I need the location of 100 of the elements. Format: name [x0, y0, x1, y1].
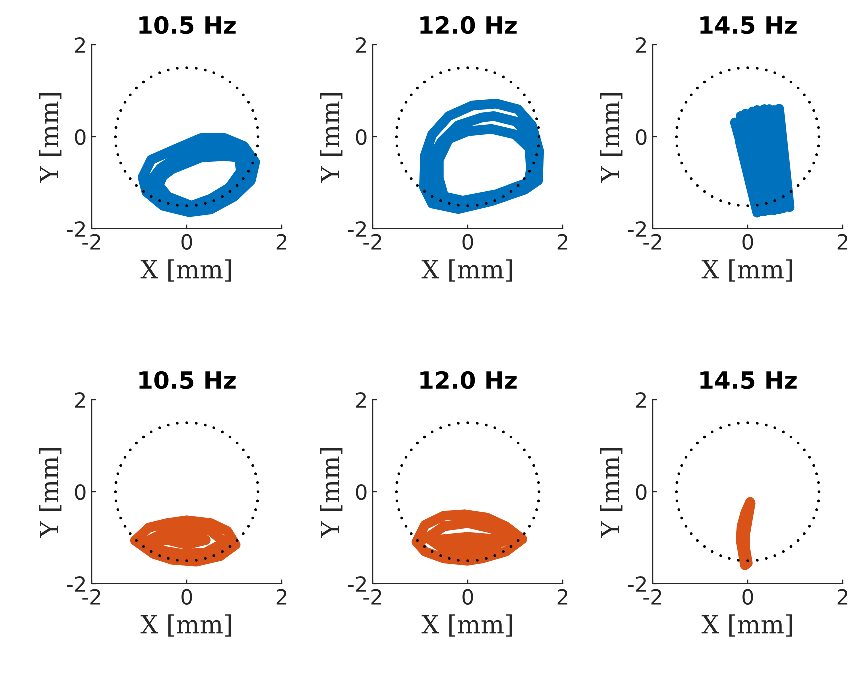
point	[728, 68, 731, 72]
point	[236, 442, 239, 445]
point	[690, 448, 693, 452]
point	[457, 204, 460, 207]
point	[720, 426, 722, 430]
x-tick-label: 2	[558, 234, 568, 250]
point	[242, 177, 245, 180]
point	[135, 539, 138, 542]
point	[212, 72, 216, 74]
y-tick-label: 2	[75, 392, 86, 408]
point	[485, 424, 488, 427]
point	[212, 426, 216, 430]
point	[774, 426, 776, 430]
point	[135, 442, 138, 445]
point	[728, 557, 731, 560]
point	[135, 184, 138, 188]
point	[430, 430, 434, 434]
point	[186, 204, 188, 208]
point	[221, 76, 224, 79]
point	[808, 456, 812, 459]
point	[252, 464, 254, 468]
point	[696, 539, 700, 542]
point	[765, 557, 768, 560]
point	[815, 508, 818, 512]
point	[535, 154, 538, 156]
point	[129, 532, 132, 536]
point	[124, 101, 127, 104]
point	[680, 109, 684, 112]
point	[502, 76, 506, 79]
y-tick-label: -2	[348, 221, 366, 237]
point	[476, 204, 479, 207]
point	[186, 422, 188, 424]
point	[516, 442, 520, 445]
x-tick-label: 2	[276, 234, 287, 250]
y-tick-label: 0	[75, 129, 86, 146]
point	[457, 67, 460, 70]
point	[254, 508, 258, 512]
point	[120, 162, 122, 165]
point	[678, 118, 681, 120]
point	[404, 456, 408, 459]
point	[242, 94, 245, 97]
point	[676, 500, 679, 503]
point	[532, 464, 536, 468]
point	[195, 559, 198, 562]
y-tick-label: -2	[628, 221, 646, 237]
y-tick-label: -2	[67, 576, 86, 592]
point	[476, 422, 479, 425]
point	[528, 525, 532, 528]
chart-title: 10.5 Hz	[140, 16, 236, 34]
point	[502, 195, 506, 198]
y-tick-label: 2	[75, 37, 86, 53]
point	[675, 136, 678, 138]
point	[254, 118, 258, 120]
point	[537, 144, 540, 148]
point	[720, 554, 722, 558]
point	[448, 557, 451, 560]
point	[737, 204, 740, 207]
point	[803, 177, 806, 180]
point	[204, 202, 207, 206]
point	[812, 516, 816, 520]
point	[398, 508, 401, 512]
point	[396, 144, 399, 148]
point	[195, 204, 198, 207]
point	[150, 550, 153, 554]
point	[150, 76, 153, 79]
point	[410, 532, 413, 536]
point	[532, 109, 536, 112]
point	[523, 532, 526, 536]
point	[430, 195, 434, 198]
point	[678, 472, 681, 476]
point	[728, 424, 731, 427]
point	[430, 76, 434, 79]
point	[396, 500, 399, 503]
point	[710, 550, 714, 554]
point	[532, 516, 536, 520]
point	[684, 101, 688, 104]
point	[535, 118, 538, 120]
point	[676, 126, 679, 130]
point	[254, 154, 258, 156]
point	[256, 500, 260, 503]
point	[516, 184, 520, 188]
point	[523, 177, 526, 180]
chart-title: 14.5 Hz	[700, 16, 797, 34]
point	[410, 448, 413, 452]
point	[774, 554, 776, 558]
point	[135, 86, 138, 90]
point	[114, 490, 118, 494]
point	[782, 430, 786, 434]
y-tick-label: 0	[636, 484, 647, 500]
point	[782, 550, 786, 554]
point	[528, 456, 532, 459]
chart-title: 10.5 Hz	[140, 371, 236, 390]
point	[400, 109, 404, 112]
point	[256, 126, 260, 130]
point	[516, 539, 520, 542]
point	[710, 195, 714, 198]
point	[195, 422, 198, 425]
point	[523, 448, 526, 452]
point	[817, 500, 820, 503]
point	[186, 66, 188, 70]
